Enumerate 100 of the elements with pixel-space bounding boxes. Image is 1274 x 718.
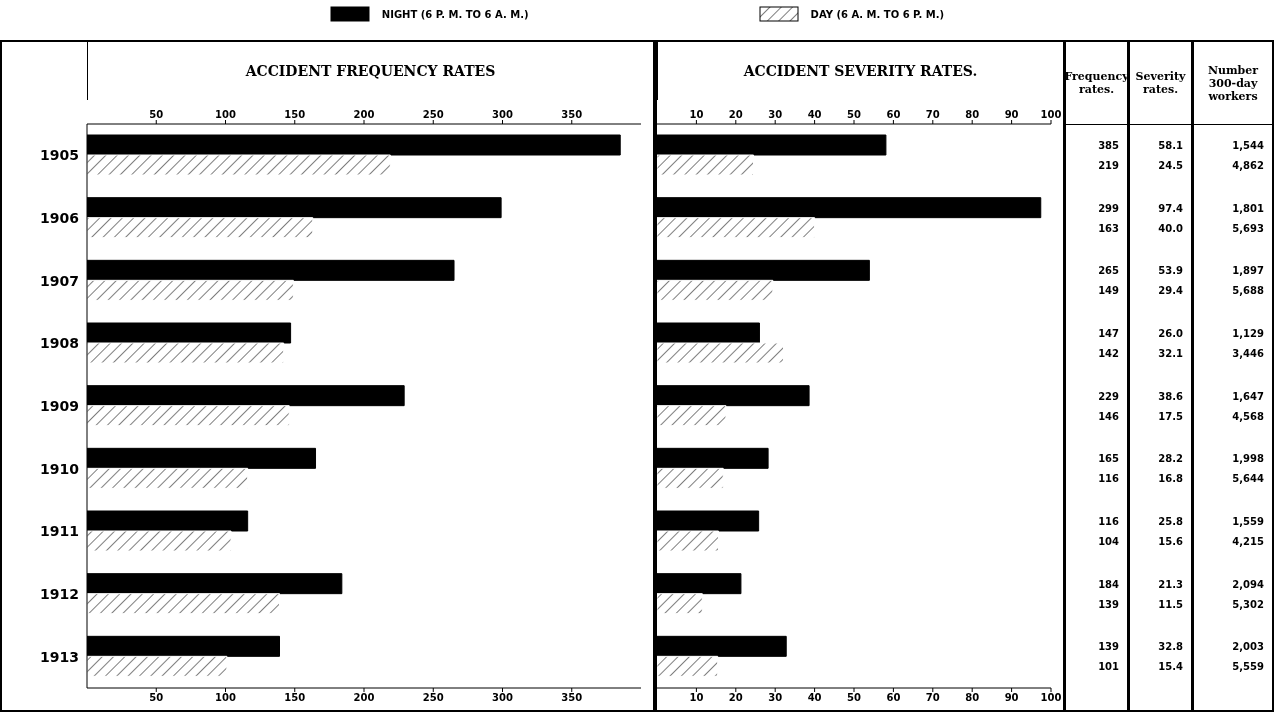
text: 165 (1098, 453, 1120, 465)
x-tick-label: 60 (886, 109, 901, 120)
text: 26.0 (1158, 327, 1184, 339)
text: 149 (1098, 285, 1120, 297)
y-tick-label: 1912 (40, 585, 79, 602)
x-tick-label: 50 (149, 109, 164, 120)
x2-tick-label: 50 (149, 692, 164, 704)
bar (87, 405, 290, 427)
bar (87, 217, 314, 239)
x-tick-label: 10 (689, 109, 704, 120)
bar (87, 467, 249, 489)
text: 5,559 (1232, 661, 1265, 673)
x-tick-label: 80 (965, 109, 980, 120)
text: 17.5 (1158, 410, 1184, 422)
bar (657, 530, 719, 552)
bar (657, 593, 703, 615)
x-tick-label: 350 (561, 109, 583, 120)
bar (657, 655, 719, 677)
text: 3,446 (1232, 347, 1265, 359)
text: 5,644 (1232, 473, 1265, 485)
text: 1,998 (1232, 453, 1265, 465)
x2-tick-label: 250 (422, 692, 444, 704)
text: 116 (1098, 515, 1120, 527)
text: 184 (1098, 578, 1120, 590)
x-tick-label: 100 (1040, 109, 1062, 120)
text: 29.4 (1158, 285, 1184, 297)
legend-label: DAY (6 A. M. TO 6 P. M.) (810, 8, 945, 20)
x-tick-label: 100 (215, 109, 236, 120)
text: 53.9 (1158, 265, 1184, 277)
text: 32.1 (1158, 347, 1184, 359)
text: 5,693 (1232, 222, 1265, 234)
text: 116 (1098, 473, 1120, 485)
bar (87, 655, 228, 677)
text: 40.0 (1158, 222, 1184, 234)
x-tick-label: 70 (925, 109, 940, 120)
bar (87, 593, 281, 615)
y-tick-label: 1909 (40, 397, 79, 414)
text: 5,302 (1232, 598, 1265, 610)
text: 147 (1098, 327, 1120, 339)
text: 25.8 (1158, 515, 1184, 527)
x-tick-label: 250 (422, 109, 444, 120)
x-tick-label: 20 (728, 109, 743, 120)
x-tick-label: 50 (847, 109, 861, 120)
x2-tick-label: 200 (353, 692, 375, 704)
text: 11.5 (1158, 598, 1184, 610)
x2-tick-label: 90 (1004, 692, 1019, 704)
text: 1,559 (1232, 515, 1265, 527)
bar (87, 154, 391, 176)
text: 16.8 (1158, 473, 1184, 485)
text: 229 (1098, 390, 1120, 402)
chart-title: ACCIDENT FREQUENCY RATES (87, 42, 653, 100)
y-tick-label: 1910 (40, 460, 80, 477)
text: 28.2 (1158, 453, 1184, 465)
y-tick-label: 1905 (40, 147, 79, 164)
text: 1,897 (1232, 265, 1265, 277)
bar (657, 279, 774, 301)
x-tick-label: 200 (353, 109, 375, 120)
x2-tick-label: 40 (807, 692, 822, 704)
bar (87, 530, 232, 552)
x-tick-label: 40 (807, 109, 822, 120)
x2-tick-label: 80 (965, 692, 980, 704)
text: 299 (1098, 202, 1120, 214)
bar (657, 154, 755, 176)
x2-tick-label: 60 (886, 692, 901, 704)
text: 265 (1098, 265, 1120, 277)
x2-tick-label: 350 (561, 692, 583, 704)
legend-label: NIGHT (6 P. M. TO 6 A. M.) (381, 8, 529, 20)
text: 5,688 (1232, 285, 1265, 297)
text: 15.4 (1158, 661, 1184, 673)
text: 1,647 (1232, 390, 1265, 402)
text: 58.1 (1158, 139, 1184, 151)
text: 1,801 (1232, 202, 1265, 214)
x2-tick-label: 150 (284, 692, 306, 704)
text: 142 (1098, 347, 1120, 359)
text: 104 (1098, 535, 1120, 547)
y-tick-label: 1906 (40, 209, 79, 226)
x-tick-label: 30 (768, 109, 783, 120)
x2-tick-label: 30 (768, 692, 783, 704)
text: 4,568 (1232, 410, 1265, 422)
text: 219 (1098, 159, 1120, 171)
text: 2,003 (1232, 641, 1265, 653)
bar (657, 467, 724, 489)
bar (657, 342, 784, 364)
x-tick-label: 90 (1004, 109, 1019, 120)
text: 97.4 (1158, 202, 1184, 214)
text: 38.6 (1158, 390, 1184, 402)
x2-tick-label: 300 (492, 692, 513, 704)
text: Severity rates. (1130, 42, 1191, 125)
x2-tick-label: 100 (215, 692, 236, 704)
bar (87, 342, 285, 364)
y-tick-label: 1911 (40, 523, 79, 540)
x-tick-label: 150 (284, 109, 306, 120)
x2-tick-label: 70 (925, 692, 940, 704)
text: 146 (1098, 410, 1120, 422)
text: 2,094 (1232, 578, 1265, 590)
y-tick-label: 1913 (40, 648, 79, 665)
text: Number 300-day workers (1194, 42, 1272, 125)
text: 163 (1098, 222, 1120, 234)
text: Frequency rates. (1064, 42, 1129, 125)
text: 24.5 (1158, 159, 1184, 171)
